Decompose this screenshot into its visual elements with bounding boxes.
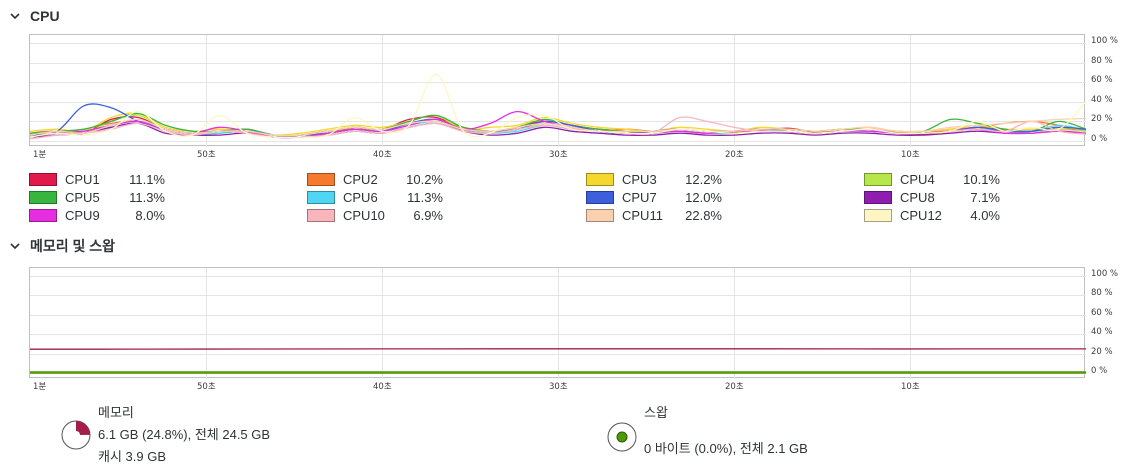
- color-swatch[interactable]: [586, 191, 614, 204]
- legend-cpu-value: 12.0%: [685, 190, 722, 205]
- memory-pie-wedge: [76, 421, 90, 435]
- memory-cache: 캐시 3.9 GB: [98, 449, 166, 464]
- cpu-y-tick: 100 %: [1091, 36, 1119, 46]
- legend-cpu-value: 10.1%: [963, 172, 1000, 187]
- cpu-y-tick: 80 %: [1091, 55, 1113, 66]
- legend-cpu-value: 6.9%: [413, 208, 443, 223]
- legend-cpu-name: CPU6: [343, 190, 378, 205]
- legend-cpu-name: CPU11: [622, 208, 663, 223]
- legend-cpu-name: CPU12: [900, 208, 942, 223]
- memory-section-header[interactable]: 메모리 및 스왑: [8, 236, 115, 256]
- memory-y-tick: 80 %: [1091, 288, 1113, 299]
- chevron-down-icon: [10, 243, 20, 250]
- memory-history-plot: [30, 268, 1086, 379]
- cpu-y-tick: 0 %: [1091, 134, 1108, 144]
- color-swatch[interactable]: [29, 191, 57, 204]
- color-swatch[interactable]: [586, 209, 614, 222]
- memory-section-title: 메모리 및 스왑: [30, 238, 116, 254]
- cpu-section-title: CPU: [30, 8, 60, 24]
- legend-item-cpu10[interactable]: CPU10 6.9%: [307, 207, 443, 224]
- legend-cpu-value: 11.3%: [407, 190, 443, 205]
- legend-cpu-value: 4.0%: [970, 208, 1000, 223]
- legend-cpu-name: CPU10: [343, 208, 385, 223]
- legend-item-cpu5[interactable]: CPU5 11.3%: [29, 189, 165, 206]
- cpu-history-graph: [29, 34, 1086, 147]
- cpu-y-tick: 20 %: [1091, 114, 1113, 125]
- legend-item-cpu12[interactable]: CPU12 4.0%: [864, 207, 1000, 224]
- memory-y-tick: 40 %: [1091, 327, 1113, 338]
- legend-item-cpu9[interactable]: CPU9 8.0%: [29, 207, 165, 224]
- legend-cpu-name: CPU2: [343, 172, 378, 187]
- cpu-x-tick: 1분: [33, 150, 47, 160]
- series-line-cpu8: [30, 122, 1086, 139]
- memory-x-tick: 30초: [549, 382, 568, 392]
- legend-cpu-name: CPU4: [900, 172, 935, 187]
- legend-cpu-value: 7.1%: [970, 190, 1000, 205]
- color-swatch[interactable]: [29, 173, 57, 186]
- color-swatch[interactable]: [307, 191, 335, 204]
- memory-x-tick: 20초: [725, 382, 744, 392]
- cpu-section-header[interactable]: CPU: [8, 6, 60, 26]
- color-swatch[interactable]: [864, 191, 892, 204]
- memory-pie-icon: [61, 420, 91, 450]
- swap-usage: 0 바이트 (0.0%), 전체 2.1 GB: [644, 441, 808, 456]
- legend-cpu-name: CPU8: [900, 190, 935, 205]
- legend-cpu-value: 11.1%: [129, 172, 165, 187]
- swap-pie-icon: [607, 422, 637, 452]
- cpu-x-tick: 40초: [373, 150, 392, 160]
- cpu-x-tick: 10초: [901, 150, 920, 160]
- legend-item-cpu1[interactable]: CPU1 11.1%: [29, 171, 165, 188]
- legend-item-cpu4[interactable]: CPU4 10.1%: [864, 171, 1000, 188]
- memory-label: 메모리: [98, 405, 134, 420]
- memory-usage: 6.1 GB (24.8%), 전체 24.5 GB: [98, 427, 271, 442]
- color-swatch[interactable]: [864, 209, 892, 222]
- legend-cpu-value: 8.0%: [135, 208, 165, 223]
- memory-y-tick: 0 %: [1091, 366, 1108, 376]
- legend-item-cpu11[interactable]: CPU11 22.8%: [586, 207, 722, 224]
- legend-item-cpu2[interactable]: CPU2 10.2%: [307, 171, 443, 188]
- legend-cpu-value: 10.2%: [406, 172, 443, 187]
- cpu-x-tick: 50초: [197, 150, 216, 160]
- cpu-y-tick: 40 %: [1091, 94, 1113, 105]
- legend-cpu-name: CPU7: [622, 190, 657, 205]
- memory-x-tick: 1분: [33, 382, 47, 392]
- legend-item-cpu8[interactable]: CPU8 7.1%: [864, 189, 1000, 206]
- legend-item-cpu3[interactable]: CPU3 12.2%: [586, 171, 722, 188]
- legend-cpu-name: CPU5: [65, 190, 100, 205]
- legend-item-cpu7[interactable]: CPU7 12.0%: [586, 189, 722, 206]
- legend-cpu-value: 11.3%: [129, 190, 165, 205]
- memory-history-graph: [29, 267, 1086, 379]
- color-swatch[interactable]: [29, 209, 57, 222]
- legend-cpu-name: CPU9: [65, 208, 100, 223]
- memory-x-tick: 10초: [901, 382, 920, 392]
- memory-x-tick: 50초: [197, 382, 216, 392]
- memory-y-tick: 100 %: [1091, 269, 1119, 279]
- legend-cpu-name: CPU1: [65, 172, 100, 187]
- color-swatch[interactable]: [586, 173, 614, 186]
- legend-cpu-value: 22.8%: [685, 208, 722, 223]
- memory-y-tick: 60 %: [1091, 307, 1113, 318]
- swap-label: 스왑: [644, 405, 668, 420]
- legend-cpu-value: 12.2%: [685, 172, 722, 187]
- cpu-x-tick: 30초: [549, 150, 568, 160]
- legend-item-cpu6[interactable]: CPU6 11.3%: [307, 189, 443, 206]
- chevron-down-icon: [10, 13, 20, 20]
- cpu-history-plot: [30, 35, 1086, 147]
- cpu-y-tick: 60 %: [1091, 75, 1113, 86]
- color-swatch[interactable]: [864, 173, 892, 186]
- cpu-x-tick: 20초: [725, 150, 744, 160]
- series-line-cpu12: [30, 73, 1086, 139]
- series-line-cpu11: [30, 117, 1086, 137]
- series-line-cpu10: [30, 116, 1086, 140]
- memory-x-tick: 40초: [373, 382, 392, 392]
- memory-y-tick: 20 %: [1091, 346, 1113, 357]
- color-swatch[interactable]: [307, 209, 335, 222]
- legend-cpu-name: CPU3: [622, 172, 657, 187]
- color-swatch[interactable]: [307, 173, 335, 186]
